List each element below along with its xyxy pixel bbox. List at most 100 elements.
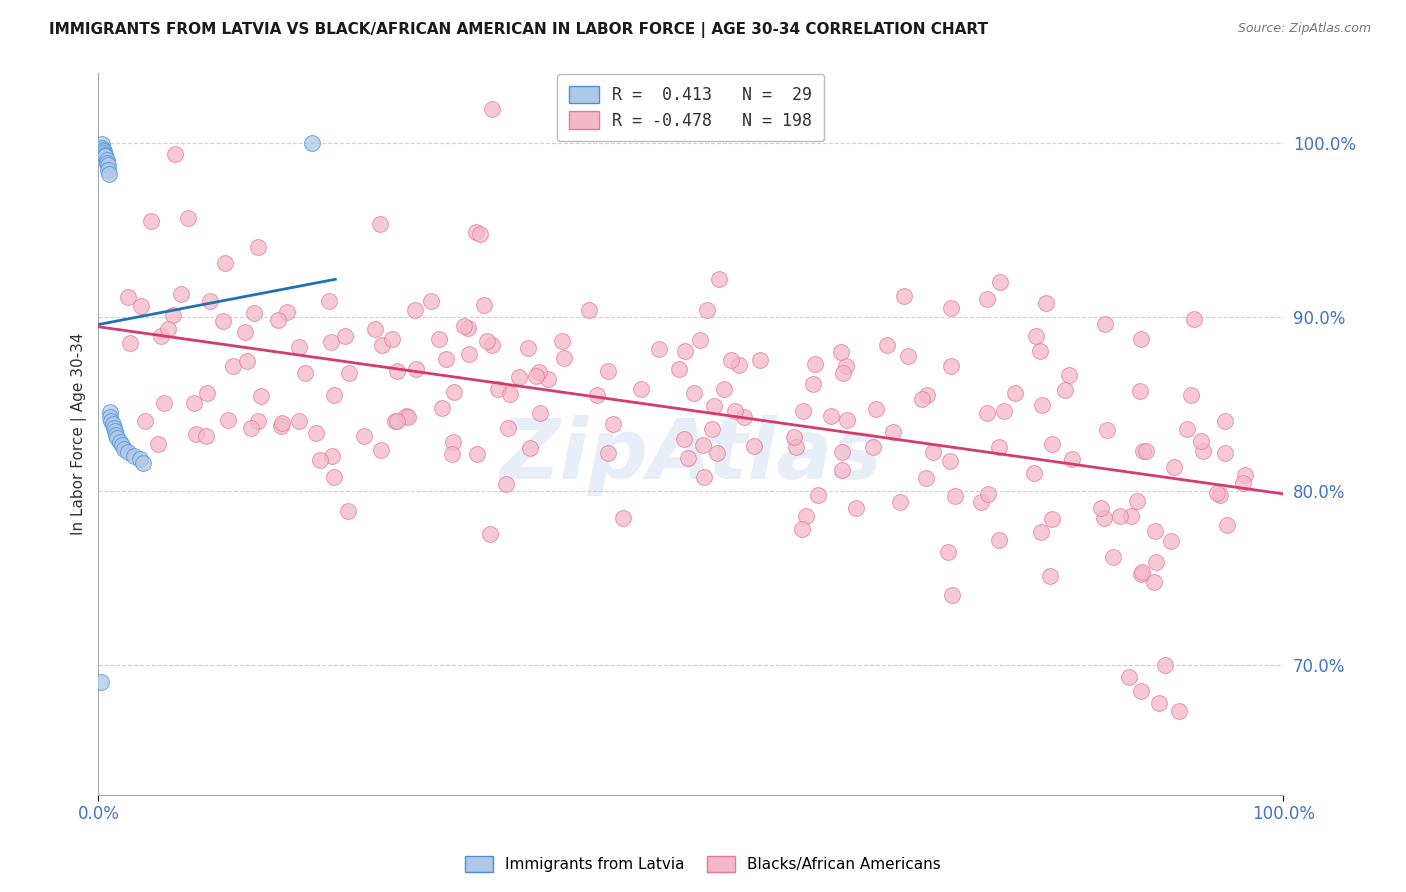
Point (724, 403, 747, 417)
Point (1038, 569, 1060, 583)
Point (384, 414, 406, 428)
Point (915, 471, 938, 485)
Point (936, 545, 959, 559)
Point (1192, 443, 1215, 458)
Point (1130, 567, 1153, 582)
Point (105, 431, 128, 445)
Point (696, 303, 718, 318)
Point (468, 227, 491, 241)
Point (97, 158, 120, 172)
Point (157, 321, 180, 335)
Point (1144, 555, 1167, 569)
Point (150, 329, 173, 343)
Point (672, 432, 695, 446)
Point (301, 136, 323, 150)
Point (893, 288, 915, 302)
Point (990, 275, 1012, 289)
Point (267, 312, 290, 326)
Point (250, 389, 273, 403)
Point (128, 452, 150, 467)
Point (153, 396, 176, 410)
Point (692, 437, 714, 451)
Point (551, 334, 574, 349)
Point (1129, 332, 1152, 346)
Point (394, 409, 416, 424)
Point (211, 314, 233, 328)
Point (1213, 414, 1236, 428)
Point (96, 153, 118, 167)
Point (319, 334, 342, 349)
Point (233, 325, 256, 339)
Point (790, 522, 813, 536)
Point (457, 321, 479, 335)
Point (96, 156, 118, 170)
Point (524, 368, 547, 383)
Point (977, 487, 1000, 501)
Point (1057, 368, 1080, 383)
Text: IMMIGRANTS FROM LATVIA VS BLACK/AFRICAN AMERICAN IN LABOR FORCE | AGE 30-34 CORR: IMMIGRANTS FROM LATVIA VS BLACK/AFRICAN … (49, 22, 988, 38)
Point (198, 293, 221, 308)
Point (323, 388, 346, 402)
Point (441, 434, 464, 449)
Point (976, 292, 998, 306)
Point (1233, 468, 1256, 483)
Point (1153, 657, 1175, 672)
Point (381, 332, 404, 346)
Point (1118, 670, 1140, 684)
Point (527, 365, 550, 379)
Point (427, 332, 450, 346)
Point (1024, 467, 1046, 481)
Point (682, 385, 704, 400)
Point (419, 293, 441, 308)
Point (323, 470, 346, 484)
Point (676, 450, 699, 465)
Point (98, 410, 121, 425)
Point (98, 167, 121, 181)
Point (98, 405, 121, 419)
Point (214, 256, 236, 270)
Point (236, 354, 259, 368)
Point (706, 446, 728, 460)
Point (217, 413, 239, 427)
Point (1132, 444, 1154, 458)
Point (1168, 704, 1191, 718)
Point (1042, 436, 1064, 450)
Point (1004, 386, 1026, 401)
Point (897, 349, 920, 363)
Legend: Immigrants from Latvia, Blacks/African Americans: Immigrants from Latvia, Blacks/African A… (457, 848, 949, 880)
Point (499, 387, 522, 401)
Point (93, 146, 115, 161)
Point (537, 372, 560, 386)
Point (129, 298, 152, 312)
Point (370, 442, 392, 457)
Point (1216, 517, 1239, 532)
Point (481, 337, 503, 351)
Point (742, 439, 765, 453)
Point (648, 342, 671, 356)
Point (792, 404, 814, 418)
Point (831, 366, 853, 380)
Point (481, 102, 503, 116)
Point (1143, 574, 1166, 589)
Point (1035, 295, 1057, 310)
Point (457, 346, 479, 360)
Point (163, 146, 186, 161)
Point (464, 225, 486, 239)
Point (478, 527, 501, 541)
Point (835, 359, 858, 373)
Point (90, 137, 112, 152)
Point (941, 588, 963, 602)
Point (1040, 511, 1063, 525)
Point (1135, 444, 1157, 458)
Point (321, 449, 343, 463)
Point (93, 145, 115, 159)
Point (707, 272, 730, 286)
Point (922, 445, 945, 459)
Point (146, 436, 169, 450)
Point (270, 418, 292, 433)
Point (703, 400, 725, 414)
Point (111, 438, 134, 452)
Point (222, 359, 245, 373)
Point (976, 406, 998, 420)
Point (1094, 317, 1116, 331)
